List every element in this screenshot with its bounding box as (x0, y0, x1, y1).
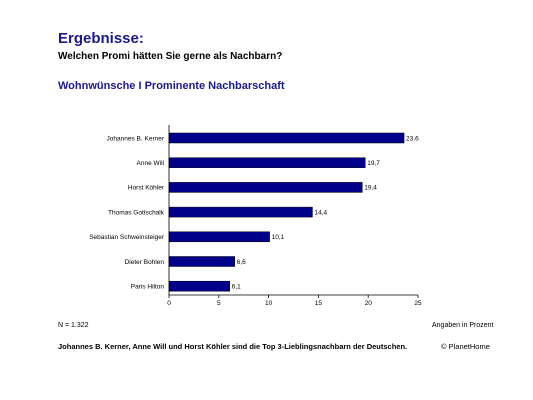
chart-title: Wohnwünsche I Prominente Nachbarschaft (58, 80, 285, 92)
category-label: Anne Will (137, 160, 165, 167)
category-label: Paris Hilton (131, 284, 165, 291)
value-label: 6,6 (237, 259, 246, 266)
value-label: 19,7 (367, 160, 380, 167)
x-axis: 0 5 10 15 20 25 (167, 125, 422, 307)
copyright-note: © PlanetHome (441, 342, 490, 351)
sample-size-note: N = 1.322 (58, 322, 89, 329)
value-label: 10,1 (272, 234, 285, 241)
x-tick-label: 25 (414, 300, 422, 307)
conclusion-text: Johannes B. Kerner, Anne Will und Horst … (58, 342, 408, 351)
bar (168, 132, 405, 144)
page-title: Ergebnisse: (58, 30, 144, 47)
bar (168, 157, 366, 168)
x-tick-label: 5 (217, 300, 221, 307)
bar (168, 280, 231, 292)
x-tick-label: 10 (265, 300, 273, 307)
x-tick-label: 15 (315, 300, 323, 307)
x-tick-label: 0 (167, 300, 171, 307)
bar (168, 182, 363, 193)
bars-group: Johannes B. Kerner 23,6 Anne Will 19,7 Horst… (89, 132, 419, 292)
value-label: 19,4 (364, 185, 377, 192)
survey-question: Welchen Promi hätten Sie gerne als Nachb… (58, 51, 283, 62)
unit-note: Angaben in Prozent (432, 322, 494, 329)
value-label: 23,6 (406, 135, 419, 142)
category-label: Thomas Gottschalk (108, 209, 165, 216)
category-label: Dieter Bohlen (125, 259, 165, 266)
bar (168, 231, 270, 243)
value-label: 6,1 (232, 284, 241, 291)
value-label: 14,4 (314, 209, 327, 216)
category-label: Horst Köhler (128, 185, 165, 192)
category-label: Sebastian Schweinsteiger (89, 234, 165, 241)
bar (168, 206, 313, 218)
x-tick-label: 20 (365, 300, 373, 307)
category-label: Johannes B. Kerner (107, 135, 165, 142)
bar (168, 256, 235, 267)
